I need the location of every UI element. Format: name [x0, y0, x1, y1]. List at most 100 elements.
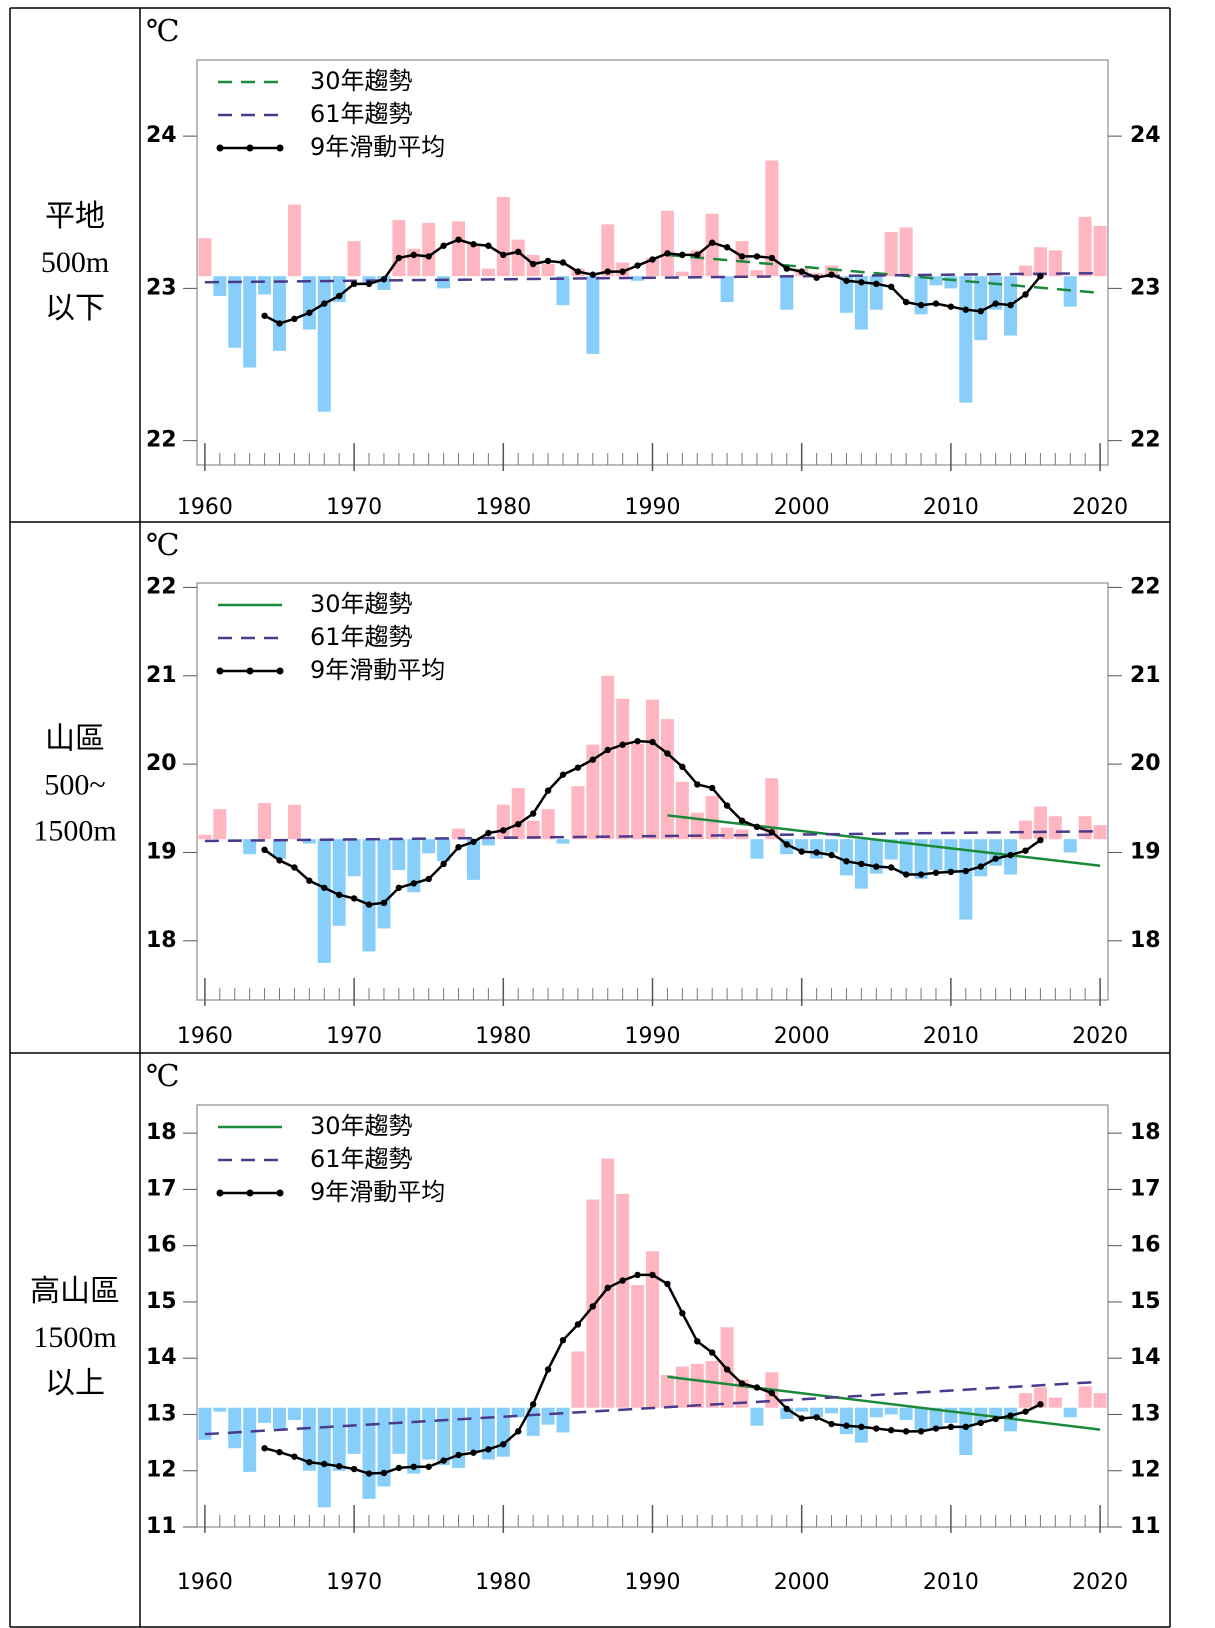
- bar: [466, 1407, 480, 1452]
- row-label: 以上: [45, 1367, 105, 1400]
- row-label: 山區: [45, 722, 105, 755]
- series-marker: [470, 838, 477, 846]
- bar: [914, 1407, 928, 1432]
- bar: [869, 1407, 883, 1418]
- y-tick-label: 21: [146, 663, 177, 688]
- bar: [273, 1407, 287, 1429]
- row-label: 平地: [45, 200, 105, 233]
- bar: [646, 257, 659, 277]
- bar: [660, 1375, 674, 1408]
- bar: [407, 839, 421, 893]
- series-marker: [559, 259, 567, 266]
- bar: [362, 1407, 376, 1499]
- series-marker: [664, 1280, 671, 1288]
- series-marker: [858, 279, 865, 286]
- series-marker: [261, 312, 268, 319]
- bar: [452, 828, 466, 840]
- series-marker: [873, 280, 880, 288]
- y-tick-label: 11: [1130, 1514, 1161, 1539]
- series-marker: [902, 871, 910, 878]
- y-tick-label: 11: [146, 1514, 177, 1539]
- series-marker: [858, 1423, 865, 1431]
- series-marker: [425, 1463, 432, 1470]
- legend-symbol-marker: [216, 144, 224, 152]
- bar: [302, 276, 316, 330]
- legend-label: 9年滑動平均: [310, 133, 445, 161]
- bar: [660, 719, 674, 840]
- series-marker: [977, 308, 984, 315]
- bar: [929, 1407, 943, 1429]
- series-marker: [783, 841, 790, 848]
- legend-label: 61年趨勢: [310, 1145, 413, 1173]
- series-marker: [753, 1384, 761, 1391]
- legend-label: 30年趨勢: [310, 1112, 413, 1140]
- legend-label: 61年趨勢: [310, 623, 413, 651]
- series-marker: [365, 1470, 373, 1477]
- legend-symbol-marker: [246, 667, 254, 675]
- series-marker: [708, 239, 716, 246]
- unit-label: ℃: [146, 15, 180, 48]
- x-tick-label: 1980: [475, 1570, 531, 1595]
- row-label: 以下: [45, 292, 105, 325]
- series-marker: [738, 253, 746, 260]
- bar: [243, 839, 257, 855]
- bar: [750, 839, 764, 859]
- legend-label: 61年趨勢: [310, 100, 413, 128]
- series-marker: [529, 1401, 537, 1408]
- legend-symbol-marker: [246, 1189, 254, 1197]
- bar: [392, 1407, 406, 1454]
- bar: [586, 744, 600, 840]
- series-marker: [634, 262, 641, 269]
- series-marker: [619, 1277, 626, 1284]
- bar: [1078, 816, 1092, 840]
- series-marker: [813, 1414, 820, 1421]
- series-marker: [574, 764, 582, 771]
- legend-label: 9年滑動平均: [310, 1178, 445, 1206]
- x-tick-label: 1970: [326, 1024, 382, 1049]
- bar: [198, 1407, 212, 1440]
- series-marker: [335, 891, 343, 899]
- bar: [556, 1407, 570, 1433]
- series-marker: [813, 274, 820, 281]
- legend-symbol-marker: [276, 667, 284, 675]
- y-tick-label: 14: [1130, 1345, 1161, 1370]
- bar: [407, 1407, 421, 1474]
- series-marker: [634, 1271, 641, 1279]
- bar: [481, 839, 495, 846]
- series-marker: [1022, 291, 1029, 298]
- bar: [347, 839, 361, 877]
- series-marker: [350, 1465, 358, 1473]
- legend-label: 30年趨勢: [310, 67, 413, 95]
- bar: [839, 1407, 853, 1435]
- series-marker: [485, 242, 492, 249]
- y-tick-label: 12: [1130, 1458, 1161, 1483]
- series-marker: [828, 271, 835, 278]
- series-marker: [634, 737, 641, 745]
- bar: [511, 787, 525, 840]
- bar: [377, 839, 391, 929]
- bar: [944, 839, 958, 872]
- series-marker: [753, 823, 761, 831]
- bar: [466, 839, 480, 880]
- series-marker: [395, 254, 403, 262]
- bar: [705, 795, 719, 840]
- bar: [989, 1407, 1003, 1418]
- series-marker: [410, 1463, 417, 1470]
- series-marker: [306, 877, 313, 884]
- series-marker: [932, 1425, 940, 1432]
- series-marker: [321, 1460, 328, 1468]
- bar: [1018, 265, 1032, 277]
- series-marker: [261, 846, 268, 854]
- bar: [616, 698, 630, 840]
- series-marker: [335, 1463, 343, 1470]
- bar: [660, 210, 674, 277]
- y-tick-label: 22: [1130, 428, 1161, 453]
- series-marker: [738, 1380, 746, 1387]
- bar: [825, 1407, 839, 1414]
- bar: [556, 276, 570, 306]
- bar: [243, 1407, 257, 1472]
- y-tick-label: 20: [1130, 751, 1161, 776]
- series-marker: [1037, 1401, 1044, 1408]
- series-marker: [843, 1422, 850, 1429]
- series-marker: [559, 1336, 567, 1344]
